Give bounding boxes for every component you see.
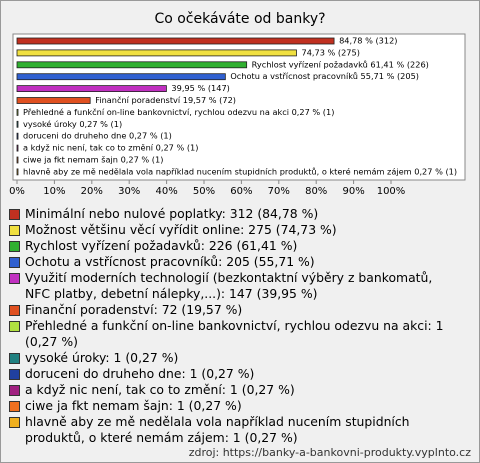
legend-label: ciwe ja fkt nemam šajn: 1 (0,27 %) xyxy=(25,398,242,413)
x-tick-label: 60% xyxy=(230,186,252,197)
x-tick-label: 90% xyxy=(342,186,364,197)
bar xyxy=(16,132,19,140)
legend-item: doruceni do druheho dne: 1 (0,27 %) xyxy=(9,366,457,382)
legend-swatch xyxy=(9,305,20,316)
bar xyxy=(16,85,167,92)
legend-swatch xyxy=(9,385,20,396)
legend-label: hlavně aby ze mě nedělala vola například… xyxy=(25,414,410,445)
data-label: a když nic není, tak co to změní 0,27 % … xyxy=(23,143,198,153)
legend-item: Využití moderních technologií (bezkontak… xyxy=(9,270,457,302)
legend-swatch xyxy=(9,401,20,412)
bar xyxy=(16,49,297,57)
x-tick-label: 70% xyxy=(268,186,290,197)
legend-item: Minimální nebo nulové poplatky: 312 (84,… xyxy=(9,206,457,222)
legend-label: Rychlost vyřízení požadavků: 226 (61,41 … xyxy=(25,238,298,253)
data-label: Rychlost vyřízení požadavků 61,41 % (226… xyxy=(252,59,429,69)
legend-swatch xyxy=(9,209,20,220)
bar xyxy=(16,37,335,45)
x-tick-label: 30% xyxy=(118,186,140,197)
data-label: Finanční poradenství 19,57 % (72) xyxy=(95,95,236,105)
data-label: 74,73 % (275) xyxy=(301,47,359,57)
legend-item: Rychlost vyřízení požadavků: 226 (61,41 … xyxy=(9,238,457,254)
x-tick-label: 10% xyxy=(43,186,65,197)
legend-label: Minimální nebo nulové poplatky: 312 (84,… xyxy=(25,206,319,221)
data-label: hlavně aby ze mě nedělala vola například… xyxy=(23,166,457,176)
data-label: vysoké úroky 0,27 % (1) xyxy=(23,119,122,129)
legend-item: vysoké úroky: 1 (0,27 %) xyxy=(9,350,457,366)
legend-item: Ochotu a vstřícnost pracovníků: 205 (55,… xyxy=(9,254,457,270)
bar xyxy=(16,109,19,116)
bar xyxy=(16,156,19,164)
data-label: doruceni do druheho dne 0,27 % (1) xyxy=(23,131,172,141)
chart: Co očekáváte od banky? 0% 10% 20% 30% 40% 50%… xyxy=(9,11,466,197)
legend-swatch xyxy=(9,369,20,380)
bar xyxy=(16,144,19,152)
data-label: ciwe ja fkt nemam šajn 0,27 % (1) xyxy=(23,155,163,165)
chart-title: Co očekáváte od banky? xyxy=(154,11,325,27)
legend-label: Ochotu a vstřícnost pracovníků: 205 (55,… xyxy=(25,254,315,269)
legend-label: Využití moderních technologií (bezkontak… xyxy=(25,270,433,301)
data-label: Přehledné a funkční on-line bankovnictví… xyxy=(23,107,334,117)
legend-item: ciwe ja fkt nemam šajn: 1 (0,27 %) xyxy=(9,398,457,414)
plot-frame xyxy=(12,33,466,181)
legend-item: Finanční poradenství: 72 (19,57 %) xyxy=(9,302,457,318)
data-label: 84,78 % (312) xyxy=(339,36,397,46)
legend-label: doruceni do druheho dne: 1 (0,27 %) xyxy=(25,366,255,381)
legend-item: hlavně aby ze mě nedělala vola například… xyxy=(9,414,457,446)
x-tick-label: 50% xyxy=(193,186,215,197)
legend-label: Přehledné a funkční on-line bankovnictví… xyxy=(25,318,444,349)
legend-label: vysoké úroky: 1 (0,27 %) xyxy=(25,350,179,365)
legend-swatch xyxy=(9,321,20,332)
legend-label: Finanční poradenství: 72 (19,57 %) xyxy=(25,302,243,317)
legend-label: Možnost většinu věcí vyřídit online: 275… xyxy=(25,222,337,237)
x-tick-label: 20% xyxy=(81,186,103,197)
x-tick-label: 0% xyxy=(9,186,25,197)
legend-item: Přehledné a funkční on-line bankovnictví… xyxy=(9,318,457,350)
legend-swatch xyxy=(9,225,20,236)
bar xyxy=(16,97,91,104)
bar xyxy=(16,73,226,81)
legend-item: Možnost většinu věcí vyřídit online: 275… xyxy=(9,222,457,238)
bar xyxy=(16,61,248,69)
x-tick-label: 100% xyxy=(377,186,406,197)
bar xyxy=(16,168,19,176)
legend-item: a když nic není, tak co to změní: 1 (0,2… xyxy=(9,382,457,398)
legend-swatch xyxy=(9,241,20,252)
data-label: 39,95 % (147) xyxy=(171,83,229,93)
legend-label: a když nic není, tak co to změní: 1 (0,2… xyxy=(25,382,295,397)
source: zdroj: https://banky-a-bankovni-produkty… xyxy=(188,446,471,459)
x-tick-label: 40% xyxy=(155,186,177,197)
legend: Minimální nebo nulové poplatky: 312 (84,… xyxy=(9,206,457,446)
legend-swatch xyxy=(9,257,20,268)
legend-swatch xyxy=(9,353,20,364)
legend-swatch xyxy=(9,273,20,284)
x-tick-label: 80% xyxy=(305,186,327,197)
bar xyxy=(16,120,19,128)
legend-swatch xyxy=(9,417,20,428)
data-label: Ochotu a vstřícnost pracovníků 55,71 % (… xyxy=(230,71,419,81)
